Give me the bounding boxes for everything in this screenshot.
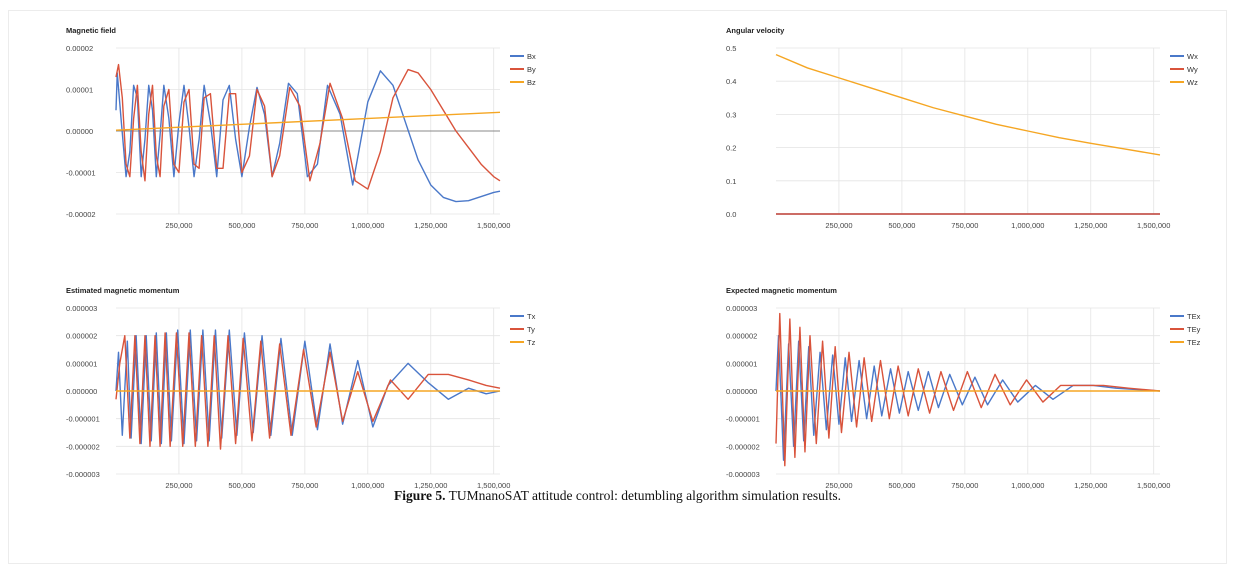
y-tick-label: 0.00000 [66,127,93,136]
y-tick-label: -0.000001 [726,415,760,424]
chart-expected-magnetic-momentum: Expected magnetic momentum 0.000003 0.0000… [726,284,1201,494]
y-tick-label: 0.2 [726,144,736,153]
chart-title: Estimated magnetic momentum [66,286,180,295]
y-tick-label: -0.00002 [66,210,96,219]
legend-label-tz: Tz [527,338,536,347]
legend-label-bx: Bx [527,52,536,61]
x-tick-label: 500,000 [228,481,255,490]
y-tick-label: 0.000001 [726,359,757,368]
y-tick-label: 0.000002 [726,332,757,341]
series-line-tey [775,312,1161,467]
y-tick-label: 0.1 [726,177,736,186]
figure-caption: Figure 5. TUMnanoSAT attitude control: d… [0,488,1235,504]
chart-estimated-magnetic-momentum: Estimated magnetic momentum 0.000003 0.000… [66,284,536,494]
y-tick-label: 0.000002 [66,332,97,341]
x-tick-label: 500,000 [888,481,915,490]
legend-label-tx: Tx [527,312,536,321]
x-tick-label: 1,500,000 [1137,221,1170,230]
y-tick-label: 0.0 [726,210,736,219]
y-tick-label: -0.000001 [66,415,100,424]
x-tick-label: 250,000 [825,481,852,490]
x-tick-label: 750,000 [951,221,978,230]
y-tick-label: 0.5 [726,44,736,53]
figure-frame [8,10,1227,564]
y-tick-label: -0.000003 [66,470,100,479]
caption-label: Figure 5. [394,488,446,503]
y-tick-label: -0.000002 [66,442,100,451]
x-tick-label: 1,250,000 [414,221,447,230]
series-line-ty [115,332,501,450]
chart-svg: Expected magnetic momentum 0.000003 0.0000… [726,286,1201,490]
x-tick-label: 1,250,000 [414,481,447,490]
chart-title: Magnetic field [66,26,116,35]
legend-label-bz: Bz [527,78,536,87]
legend-label-by: By [527,65,536,74]
series-line-bx [115,70,501,203]
y-tick-label: 0.000000 [66,387,97,396]
x-tick-label: 1,500,000 [1137,481,1170,490]
x-tick-label: 1,250,000 [1074,221,1107,230]
chart-svg: Angular velocity 0.5 0.4 0.3 0.2 0.1 0.0 250,00… [726,26,1198,230]
series-line-by [115,63,501,190]
y-tick-label: 0.000001 [66,359,97,368]
y-tick-label: 0.00001 [66,86,93,95]
legend-label-tez: TEz [1187,338,1201,347]
x-tick-label: 1,000,000 [351,481,384,490]
y-tick-label: 0.000003 [66,304,97,313]
x-tick-label: 1,500,000 [477,221,510,230]
x-tick-label: 1,000,000 [351,221,384,230]
y-tick-label: -0.00001 [66,169,96,178]
chart-title: Angular velocity [726,26,785,35]
chart-svg: Magnetic field 0.00002 0.00001 0.00000 -0.00… [66,26,536,230]
series-line-wz [775,53,1161,156]
x-tick-label: 250,000 [165,221,192,230]
legend-label-wy: Wy [1187,65,1198,74]
series-line-bz [115,111,501,131]
y-tick-label: 0.3 [726,110,736,119]
chart-svg: Estimated magnetic momentum 0.000003 0.000… [66,286,536,490]
legend-label-wx: Wx [1187,52,1198,61]
caption-text: TUMnanoSAT attitude control: detumbling … [448,488,841,503]
x-tick-label: 1,000,000 [1011,481,1044,490]
y-tick-label: -0.000002 [726,442,760,451]
y-tick-label: 0.000000 [726,387,757,396]
legend-label-ty: Ty [527,325,535,334]
y-tick-label: 0.4 [726,77,736,86]
series-line-tex [775,334,1161,461]
x-tick-label: 750,000 [291,221,318,230]
x-tick-label: 1,250,000 [1074,481,1107,490]
y-tick-label: -0.000003 [726,470,760,479]
y-tick-label: 0.000003 [726,304,757,313]
x-tick-label: 1,000,000 [1011,221,1044,230]
legend-label-wz: Wz [1187,78,1198,87]
chart-angular-velocity: Angular velocity 0.5 0.4 0.3 0.2 0.1 0.0 250,00… [726,24,1198,234]
x-tick-label: 500,000 [888,221,915,230]
x-tick-label: 250,000 [825,221,852,230]
x-tick-label: 750,000 [291,481,318,490]
legend-label-tex: TEx [1187,312,1201,321]
legend-label-tey: TEy [1187,325,1201,334]
y-tick-label: 0.00002 [66,44,93,53]
x-tick-label: 1,500,000 [477,481,510,490]
x-tick-label: 250,000 [165,481,192,490]
x-tick-label: 500,000 [228,221,255,230]
chart-magnetic-field: Magnetic field 0.00002 0.00001 0.00000 -0.00… [66,24,536,234]
x-tick-label: 750,000 [951,481,978,490]
chart-title: Expected magnetic momentum [726,286,837,295]
